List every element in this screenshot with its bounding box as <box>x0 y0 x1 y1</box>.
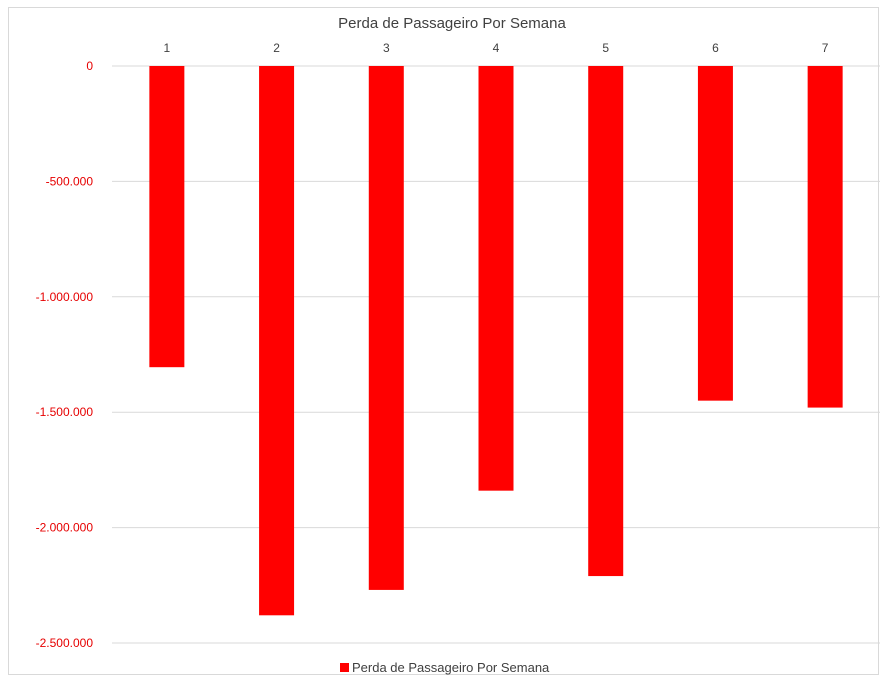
y-axis-tick-labels: 0 -500.000 -1.000.000 -1.500.000 -2.000.000 -… <box>36 59 94 650</box>
y-tick-label: -1.500.000 <box>36 405 94 419</box>
x-category-label: 3 <box>383 41 390 55</box>
x-category-label: 5 <box>602 41 609 55</box>
legend-label: Perda de Passageiro Por Semana <box>352 660 550 675</box>
y-tick-label: -2.000.000 <box>36 521 94 535</box>
gridlines <box>112 65 880 644</box>
x-category-label: 6 <box>712 41 719 55</box>
x-axis-category-labels: 1 2 3 4 5 6 7 <box>164 41 829 55</box>
legend-swatch <box>340 663 349 672</box>
bar <box>259 66 295 616</box>
y-tick-label: -1.000.000 <box>36 290 94 304</box>
chart-title: Perda de Passageiro Por Semana <box>338 15 566 32</box>
y-tick-label: -500.000 <box>46 174 94 188</box>
bar <box>588 66 624 577</box>
x-category-label: 7 <box>822 41 829 55</box>
bar <box>807 66 843 408</box>
bar <box>368 66 404 590</box>
y-tick-label: -2.500.000 <box>36 636 94 650</box>
x-category-label: 1 <box>164 41 171 55</box>
legend: Perda de Passageiro Por Semana <box>340 660 550 675</box>
bar <box>697 66 733 401</box>
bar <box>149 66 185 368</box>
bars <box>149 66 843 616</box>
y-tick-label: 0 <box>86 59 93 73</box>
x-category-label: 2 <box>273 41 280 55</box>
x-category-label: 4 <box>493 41 500 55</box>
bar <box>478 66 514 491</box>
